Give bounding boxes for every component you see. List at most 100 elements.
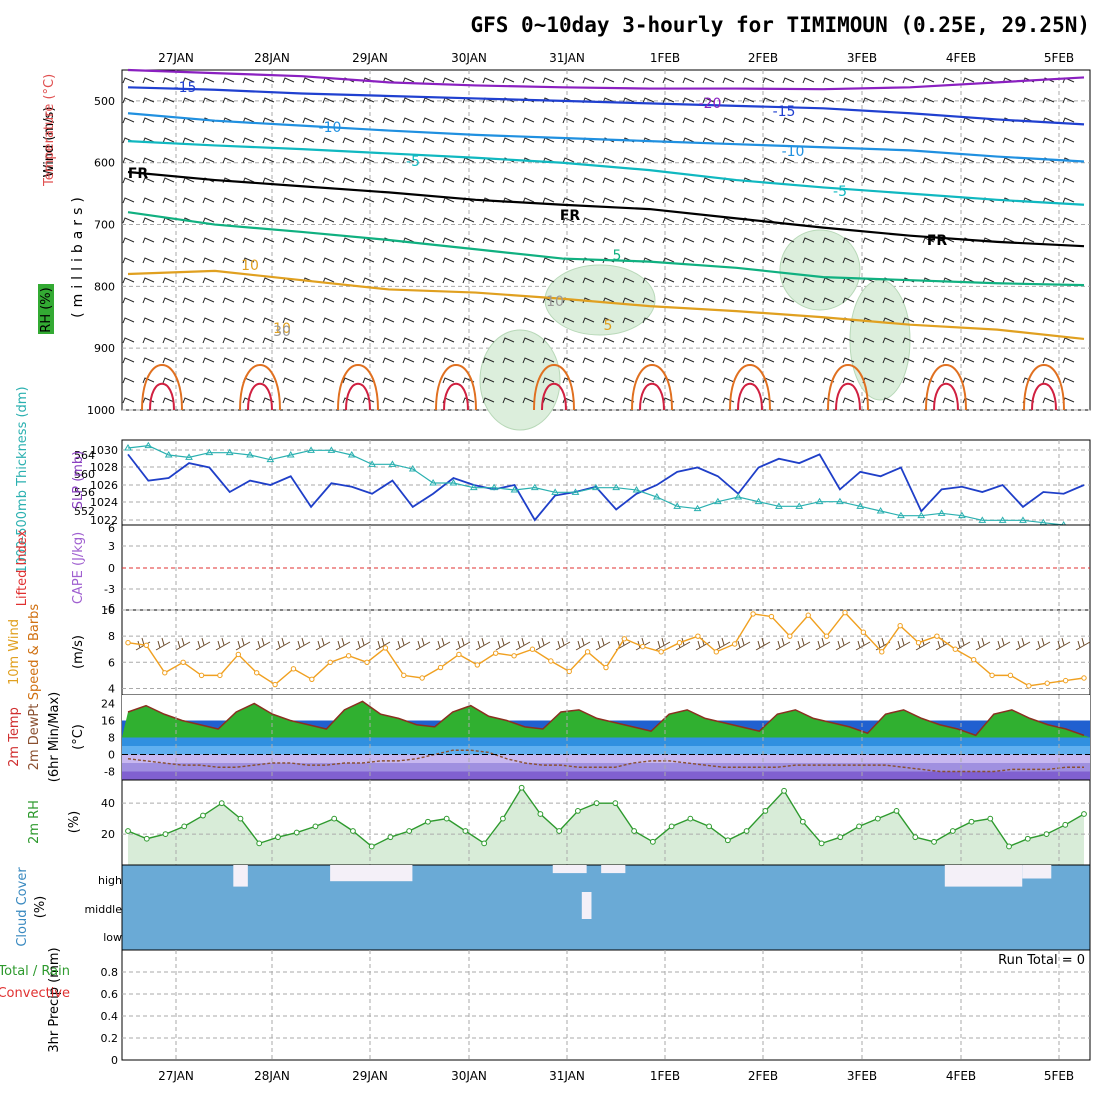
wind-barb (502, 337, 515, 344)
y-tick-label: 564 (74, 449, 95, 462)
wind-barb (462, 317, 475, 324)
wind-speed-point (915, 639, 922, 646)
rh-point (275, 834, 281, 841)
wind-barb (442, 337, 455, 344)
wind-barb-10m (655, 637, 671, 651)
wind-barb (522, 257, 535, 264)
wind-barb (382, 377, 395, 384)
wind-barb (682, 237, 695, 244)
wind-barb (702, 257, 715, 264)
wind-barb (702, 177, 715, 184)
wind-barb (222, 357, 235, 364)
wind-barb (142, 217, 155, 224)
wind-barb (182, 197, 195, 204)
wind-barb (882, 377, 895, 384)
wind-speed-point (125, 639, 131, 646)
wind-barb (842, 357, 855, 364)
wind-speed-point (731, 641, 738, 647)
rh-panel: 40 20 2m RH (%) (27, 779, 1091, 866)
thickness-marker (307, 446, 315, 453)
wind-barb (722, 337, 735, 344)
wind-barb (902, 297, 915, 304)
wind-barb (882, 97, 895, 104)
wind-barb (342, 377, 355, 384)
wind-barb (282, 257, 295, 264)
wind-barb (422, 397, 435, 404)
chart-title: GFS 0~10day 3-hourly for TIMIMOUN (0.25E… (470, 13, 1090, 37)
wind-barb (442, 157, 455, 164)
wind-barb (422, 77, 435, 84)
wind-barb (902, 177, 915, 184)
wind-barb (562, 197, 575, 204)
wind-barb (742, 337, 755, 344)
wind-barb (122, 197, 135, 204)
temp-label-3: (6hr Min/Max) (47, 692, 62, 782)
rh-point (1024, 835, 1031, 842)
wind-barb (142, 237, 155, 244)
wind-barb (222, 377, 235, 384)
wind-barb (302, 357, 315, 364)
wind-barb (382, 117, 395, 124)
rh-shade (479, 329, 561, 431)
wind-barb (642, 117, 655, 124)
wind-barb (322, 157, 335, 164)
wind-barb (482, 237, 495, 244)
wind-barb (742, 257, 755, 264)
wind-barb (162, 237, 175, 244)
wind-barb (822, 157, 835, 164)
wind-barb (982, 337, 995, 344)
wind-barb (902, 217, 915, 224)
y-tick-label: 40 (101, 797, 115, 810)
wind-barb (902, 317, 915, 324)
wind-barb (182, 237, 195, 244)
wind-barb-10m (295, 637, 311, 651)
li-label-left: Lifted Index (15, 529, 30, 606)
wind-barb (202, 337, 215, 344)
wind-barb (642, 397, 655, 404)
wind-barb (1062, 237, 1075, 244)
wind-barb (642, 377, 655, 384)
wind-speed-point (419, 675, 425, 681)
wind-barb-10m (1075, 637, 1091, 651)
wind-barb (902, 397, 915, 404)
rh-point (500, 815, 506, 822)
wind-barb (342, 297, 355, 304)
wind-barb (582, 197, 595, 204)
wind-barb (122, 317, 135, 324)
wind-barb (1062, 177, 1075, 184)
isotherm-warm (1023, 364, 1065, 411)
wind-barb (622, 377, 635, 384)
wind-speed-point (382, 645, 389, 651)
contour-label: 5 (613, 248, 622, 264)
wind-barb (582, 337, 595, 344)
wind-barb (202, 237, 215, 244)
rh-point (574, 808, 581, 814)
thickness-marker (185, 453, 193, 460)
wind-speed-point (401, 672, 407, 679)
y-tick-label: 1030 (90, 444, 118, 457)
wind-barb (262, 197, 275, 204)
rh-shade (849, 279, 911, 401)
wind-barb (862, 117, 875, 124)
wind-barb (462, 297, 475, 304)
wind-barb (902, 117, 915, 124)
wind-barb (342, 357, 355, 364)
wind-barb (422, 117, 435, 124)
wind-barb (922, 97, 935, 104)
wind-barb (382, 397, 395, 404)
wind-speed-point (860, 629, 867, 635)
wind-barb (182, 337, 195, 344)
wind-barb (962, 97, 975, 104)
isotherm-warm (337, 364, 379, 411)
wind-barb (982, 177, 995, 184)
wind-barb (602, 117, 615, 124)
wind-barb (262, 377, 275, 384)
wind-barb (582, 317, 595, 324)
y-tick-label: 6 (108, 656, 115, 669)
wind-barb (822, 377, 835, 384)
wind-barb (242, 77, 255, 84)
wind-barb-10m (535, 637, 551, 651)
wind-barb (942, 137, 955, 144)
wind-barb (142, 317, 155, 324)
wind-speed-point (437, 664, 444, 671)
